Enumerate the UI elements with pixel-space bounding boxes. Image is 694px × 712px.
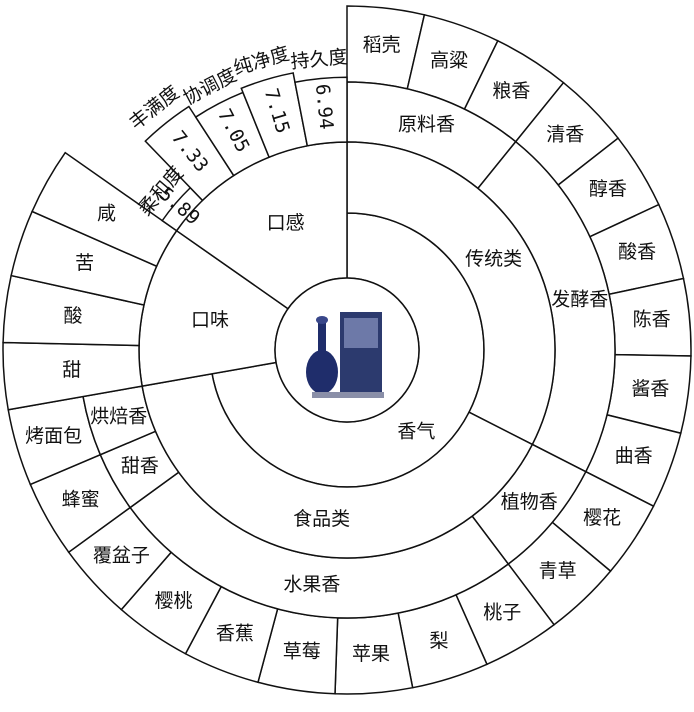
aroma-item: 粮香 bbox=[492, 80, 530, 102]
aroma-item: 草莓 bbox=[283, 641, 321, 663]
aroma-item: 桃子 bbox=[483, 602, 521, 624]
aroma-item: 陈香 bbox=[633, 309, 671, 331]
aroma-subgroup: 植物香 bbox=[501, 491, 558, 513]
taste-item: 咸 bbox=[97, 203, 116, 225]
aroma-item: 酱香 bbox=[631, 378, 669, 400]
taste-item: 甜 bbox=[62, 359, 81, 381]
mouthfeel-bar bbox=[294, 76, 348, 147]
aroma-item: 清香 bbox=[546, 124, 584, 146]
aroma-subgroup: 烘焙香 bbox=[90, 406, 147, 428]
aroma-item: 樱桃 bbox=[155, 590, 193, 612]
aroma-group-sector bbox=[346, 141, 556, 446]
taste-item: 苦 bbox=[75, 252, 94, 274]
mouthfeel-name: 纯净度 bbox=[231, 43, 292, 80]
aroma-subgroup: 甜香 bbox=[121, 455, 159, 477]
aroma-item: 醇香 bbox=[589, 178, 627, 200]
center-image bbox=[274, 277, 420, 423]
bottle-body bbox=[306, 350, 338, 394]
box-label bbox=[344, 318, 378, 348]
aroma-subgroup: 水果香 bbox=[283, 573, 340, 595]
aroma-label: 香气 bbox=[397, 421, 435, 443]
aroma-item: 稻壳 bbox=[363, 34, 401, 56]
taste-label: 口味 bbox=[191, 309, 229, 331]
aroma-item: 香蕉 bbox=[216, 623, 254, 645]
aroma-subgroup: 原料香 bbox=[398, 114, 455, 136]
aroma-item: 梨 bbox=[430, 630, 449, 652]
aroma-item: 曲香 bbox=[615, 445, 653, 467]
aroma-item: 烤面包 bbox=[25, 425, 82, 447]
aroma-item: 高粱 bbox=[430, 50, 468, 72]
aroma-item: 青草 bbox=[539, 560, 577, 582]
aroma-item: 樱花 bbox=[583, 507, 621, 529]
bottle-neck bbox=[318, 322, 326, 356]
mouthfeel-value: 6.94 bbox=[311, 83, 337, 131]
mouthfeel-name: 持久度 bbox=[290, 46, 349, 73]
bottle-base bbox=[312, 392, 384, 398]
aroma-item: 蜂蜜 bbox=[62, 489, 100, 511]
taste-item-sector bbox=[31, 151, 178, 268]
aroma-group-sector bbox=[141, 372, 534, 559]
bottle-cap bbox=[316, 316, 328, 324]
aroma-subgroup: 发酵香 bbox=[551, 289, 608, 311]
aroma-group: 食品类 bbox=[293, 508, 350, 530]
aroma-group: 传统类 bbox=[465, 248, 522, 270]
aroma-item: 苹果 bbox=[352, 643, 390, 665]
aroma-item: 酸香 bbox=[618, 241, 656, 263]
aroma-item: 覆盆子 bbox=[93, 545, 150, 567]
taste-item: 酸 bbox=[63, 305, 82, 327]
mouthfeel-label: 口感 bbox=[267, 212, 305, 234]
